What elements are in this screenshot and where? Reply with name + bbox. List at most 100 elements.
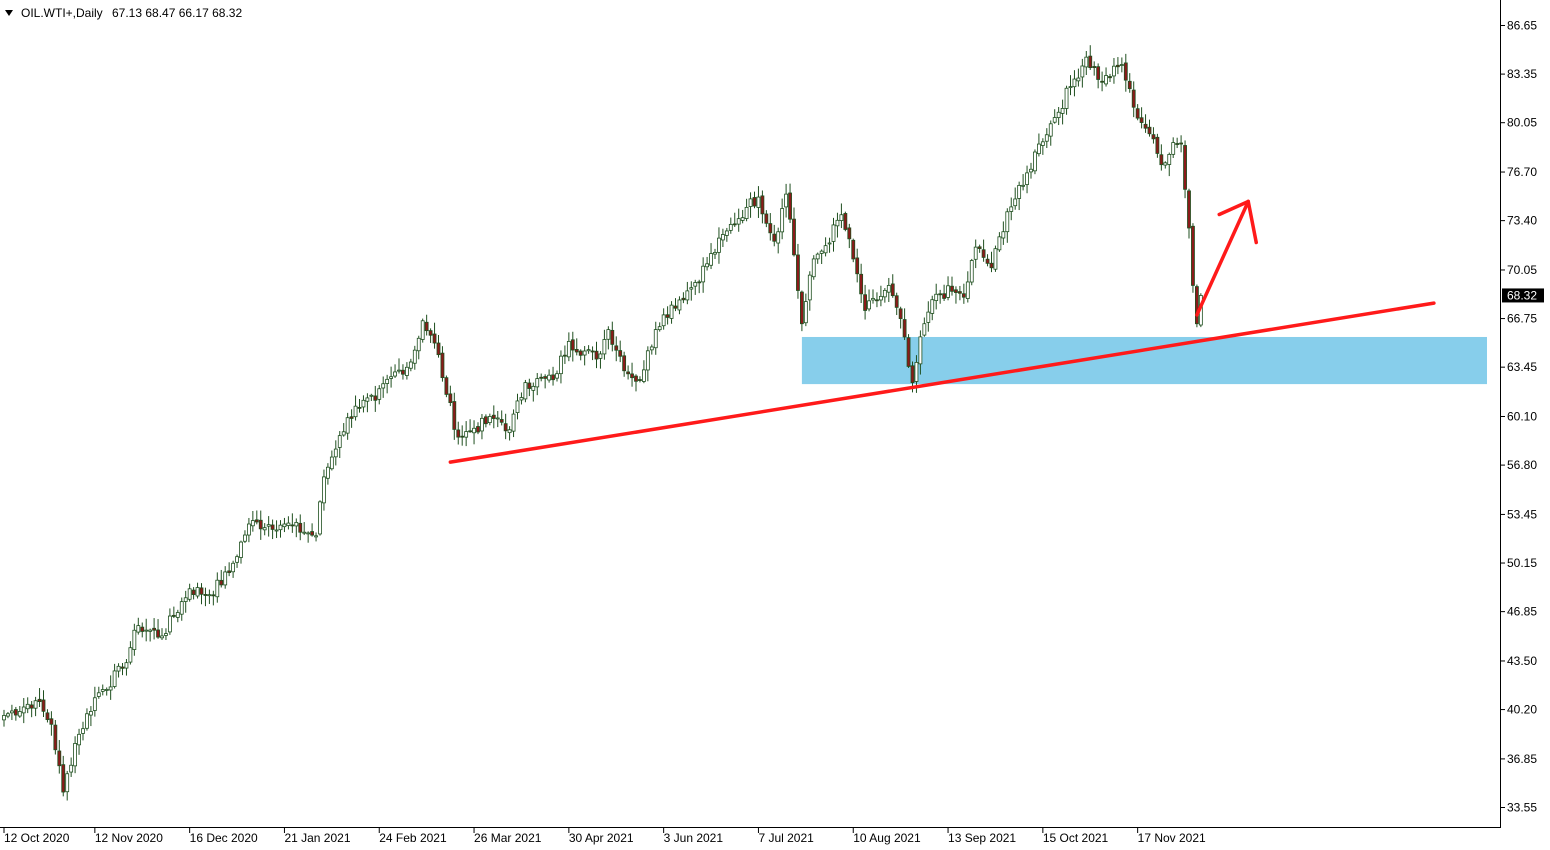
- candle: [1159, 144, 1164, 171]
- candle-body: [796, 254, 800, 291]
- candle-body: [539, 376, 544, 379]
- candle: [199, 583, 204, 605]
- candle-body: [954, 289, 958, 293]
- candle-body: [839, 214, 844, 221]
- candle: [1009, 197, 1014, 221]
- candle-body: [918, 336, 923, 365]
- candle: [160, 628, 164, 640]
- candle: [353, 395, 358, 421]
- candle: [294, 518, 299, 538]
- candle-body: [1175, 143, 1180, 145]
- candle: [649, 344, 654, 355]
- candle-body: [855, 257, 860, 275]
- candle: [306, 531, 311, 543]
- candle: [756, 186, 761, 218]
- candle-body: [752, 197, 757, 207]
- price-tick-label: 86.65: [1507, 19, 1537, 33]
- candle: [815, 252, 820, 264]
- candle-body: [800, 291, 804, 325]
- candle: [480, 413, 484, 440]
- candle: [357, 398, 362, 413]
- candle-body: [349, 416, 354, 419]
- candle: [53, 720, 58, 755]
- candle: [231, 560, 236, 578]
- candle: [634, 374, 638, 392]
- candle: [266, 516, 271, 537]
- candle: [954, 286, 958, 304]
- candle-body: [401, 369, 405, 375]
- candle-body: [1159, 154, 1164, 166]
- candle-body: [1183, 145, 1187, 190]
- candle-body: [515, 400, 520, 414]
- candle-body: [1084, 56, 1089, 68]
- candle-body: [867, 300, 871, 310]
- candle: [981, 239, 986, 262]
- candle: [531, 382, 536, 402]
- candle-body: [444, 377, 449, 395]
- candle: [1064, 85, 1069, 115]
- candle-body: [480, 417, 484, 432]
- candle-body: [314, 535, 318, 538]
- candle: [1048, 120, 1053, 146]
- candle: [329, 450, 334, 471]
- candle-body: [1104, 75, 1108, 85]
- candle-body: [1171, 142, 1176, 155]
- candle-body: [626, 371, 630, 375]
- candle: [1056, 106, 1061, 126]
- candle-body: [33, 700, 38, 709]
- candle: [116, 663, 121, 678]
- candle: [894, 292, 899, 316]
- candle-body: [823, 245, 828, 254]
- candle: [96, 686, 101, 699]
- candle: [645, 346, 650, 382]
- dropdown-triangle-icon[interactable]: [5, 10, 13, 16]
- candle-body: [566, 340, 571, 358]
- candle: [1143, 114, 1148, 133]
- candle-body: [973, 246, 978, 260]
- candle: [677, 296, 682, 315]
- candle: [657, 322, 662, 332]
- candle: [701, 257, 706, 293]
- candle-body: [926, 311, 931, 323]
- candle-body: [108, 686, 113, 691]
- price-tick-label: 43.50: [1507, 654, 1537, 668]
- candle: [92, 686, 97, 717]
- candle-body: [946, 285, 950, 298]
- candle: [590, 346, 595, 361]
- candle: [456, 421, 461, 445]
- candle: [563, 345, 567, 364]
- candle: [432, 322, 437, 349]
- candle: [669, 301, 674, 324]
- candle: [1183, 140, 1187, 199]
- candle: [744, 198, 749, 222]
- candle-body: [472, 427, 476, 434]
- candle: [1112, 58, 1116, 84]
- candle: [1025, 165, 1029, 194]
- price-tick-label: 36.85: [1507, 752, 1537, 766]
- candle: [1029, 162, 1033, 179]
- candle-body: [29, 704, 34, 709]
- candle-body: [689, 287, 694, 290]
- candle-body: [519, 397, 524, 401]
- candle: [1116, 57, 1120, 75]
- candlestick-series: [2, 45, 1203, 801]
- candle-body: [977, 246, 982, 249]
- candle-body: [6, 713, 10, 717]
- candle-body: [152, 627, 157, 631]
- candle: [1068, 75, 1073, 96]
- candle: [69, 757, 74, 777]
- candle: [1005, 208, 1010, 243]
- candle-body: [424, 321, 429, 332]
- candle: [270, 519, 275, 540]
- time-tick-label: 30 Apr 2021: [569, 831, 634, 845]
- candle-body: [1143, 123, 1148, 129]
- candle: [1037, 133, 1041, 157]
- time-tick-label: 12 Oct 2020: [4, 831, 70, 845]
- candle-body: [969, 260, 974, 283]
- candle: [898, 306, 903, 329]
- candle: [1163, 161, 1168, 169]
- candle: [1167, 152, 1172, 177]
- candle: [1119, 57, 1124, 73]
- candle-body: [171, 614, 176, 617]
